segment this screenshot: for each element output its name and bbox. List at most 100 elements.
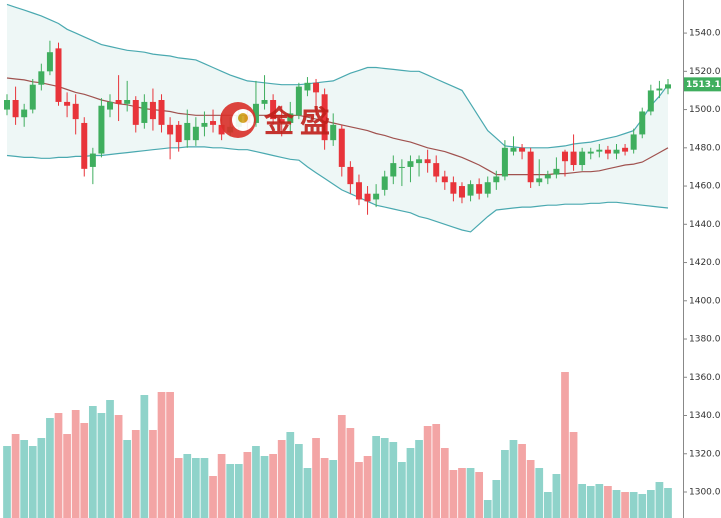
y-tick-label: 1300.00: [689, 487, 721, 497]
candle-body: [570, 151, 577, 166]
volume-bar: [406, 448, 415, 518]
candle-body: [55, 48, 62, 102]
volume-bar: [449, 470, 458, 518]
volume-bar: [501, 450, 509, 518]
watermark-text: 金盛: [263, 105, 336, 140]
volume-bar: [46, 418, 54, 518]
volume-bar: [398, 462, 406, 518]
volume-bar: [638, 494, 647, 518]
candle-body: [201, 122, 208, 127]
volume-bar: [664, 488, 672, 518]
volume-bar: [11, 434, 20, 518]
volume-bar: [363, 456, 372, 518]
candle-body: [467, 184, 474, 196]
volume-bar: [149, 430, 157, 518]
volume-bar: [243, 452, 252, 518]
candle-body: [484, 182, 491, 194]
volume-bar: [37, 438, 46, 518]
volume-bar: [492, 480, 501, 518]
volume-bar: [440, 448, 449, 518]
candle-body: [184, 122, 191, 141]
candle-body: [321, 94, 328, 141]
candle-body: [424, 159, 431, 164]
volume-bar: [234, 464, 243, 518]
candle-body: [175, 124, 182, 143]
y-tick-label: 1460.00: [689, 182, 721, 192]
volume-bar: [518, 444, 526, 518]
volume-bar: [200, 458, 209, 518]
candle-body: [441, 176, 448, 183]
volume-bar: [80, 423, 89, 518]
candle-body: [355, 182, 362, 200]
candle-body: [553, 168, 560, 175]
volume-bar: [131, 430, 140, 518]
candle-body: [46, 52, 53, 72]
candle-body: [373, 193, 380, 200]
volume-bar: [389, 442, 398, 518]
volume-bar: [586, 486, 595, 518]
volume-bar: [286, 432, 295, 518]
candle-body: [347, 166, 354, 185]
volume-bar: [337, 415, 346, 518]
candle-body: [261, 100, 268, 104]
volume-bar: [483, 500, 492, 518]
volume-bar: [466, 468, 475, 518]
candle-body: [98, 105, 105, 154]
volume-bar: [97, 413, 106, 518]
volume-bar: [140, 395, 149, 518]
candle-body: [579, 151, 586, 166]
watermark: 金盛: [220, 102, 336, 140]
candle-body: [433, 163, 440, 177]
y-tick-label: 1480.00: [689, 143, 721, 153]
volume-bar: [114, 415, 123, 518]
candle-body: [630, 134, 637, 150]
volume-bar: [260, 456, 269, 518]
candle-body: [596, 149, 603, 152]
candle-body: [64, 101, 71, 106]
last-price-box: [684, 77, 721, 92]
candle-body: [29, 84, 36, 110]
volume-bar: [191, 458, 200, 518]
volume-bar: [269, 454, 277, 518]
candle-body: [647, 90, 654, 112]
candle-body: [604, 149, 611, 154]
volume-bar: [509, 440, 518, 518]
volume-bar: [20, 440, 29, 518]
volume-bar: [552, 474, 561, 518]
volume-bar: [569, 432, 578, 518]
volume-bar: [423, 426, 432, 518]
band-upper: [6, 3, 669, 149]
volume-bar: [372, 436, 380, 518]
volume-bar: [277, 440, 286, 518]
candle-body: [493, 176, 500, 183]
volume-bar: [63, 434, 71, 518]
candle-body: [338, 128, 345, 167]
volume-bar: [629, 492, 638, 518]
y-tick-label: 1420.00: [689, 258, 721, 268]
volume-bar: [54, 413, 63, 518]
volume-bar: [578, 484, 587, 518]
candle-body: [381, 176, 388, 190]
y-tick-label: 1540.00: [689, 29, 721, 39]
candle-body: [398, 166, 405, 168]
volume-bar: [123, 440, 132, 518]
candle-body: [656, 88, 663, 91]
candle-body: [519, 147, 526, 152]
candle-body: [287, 113, 294, 123]
candle-body: [192, 126, 199, 141]
candle-body: [458, 186, 465, 198]
candle-body: [587, 151, 594, 154]
volume-bar: [475, 472, 484, 518]
band-fill: [7, 4, 668, 232]
volume-bar: [543, 492, 552, 518]
candle-body: [158, 100, 165, 125]
volume-bar: [604, 486, 612, 518]
volume-bar: [71, 410, 80, 518]
candle-body: [132, 100, 139, 125]
candle-body: [278, 119, 285, 123]
volume-bar: [312, 438, 320, 518]
candle-body: [639, 111, 646, 135]
candle-body: [416, 159, 423, 164]
candle-body: [252, 103, 259, 123]
